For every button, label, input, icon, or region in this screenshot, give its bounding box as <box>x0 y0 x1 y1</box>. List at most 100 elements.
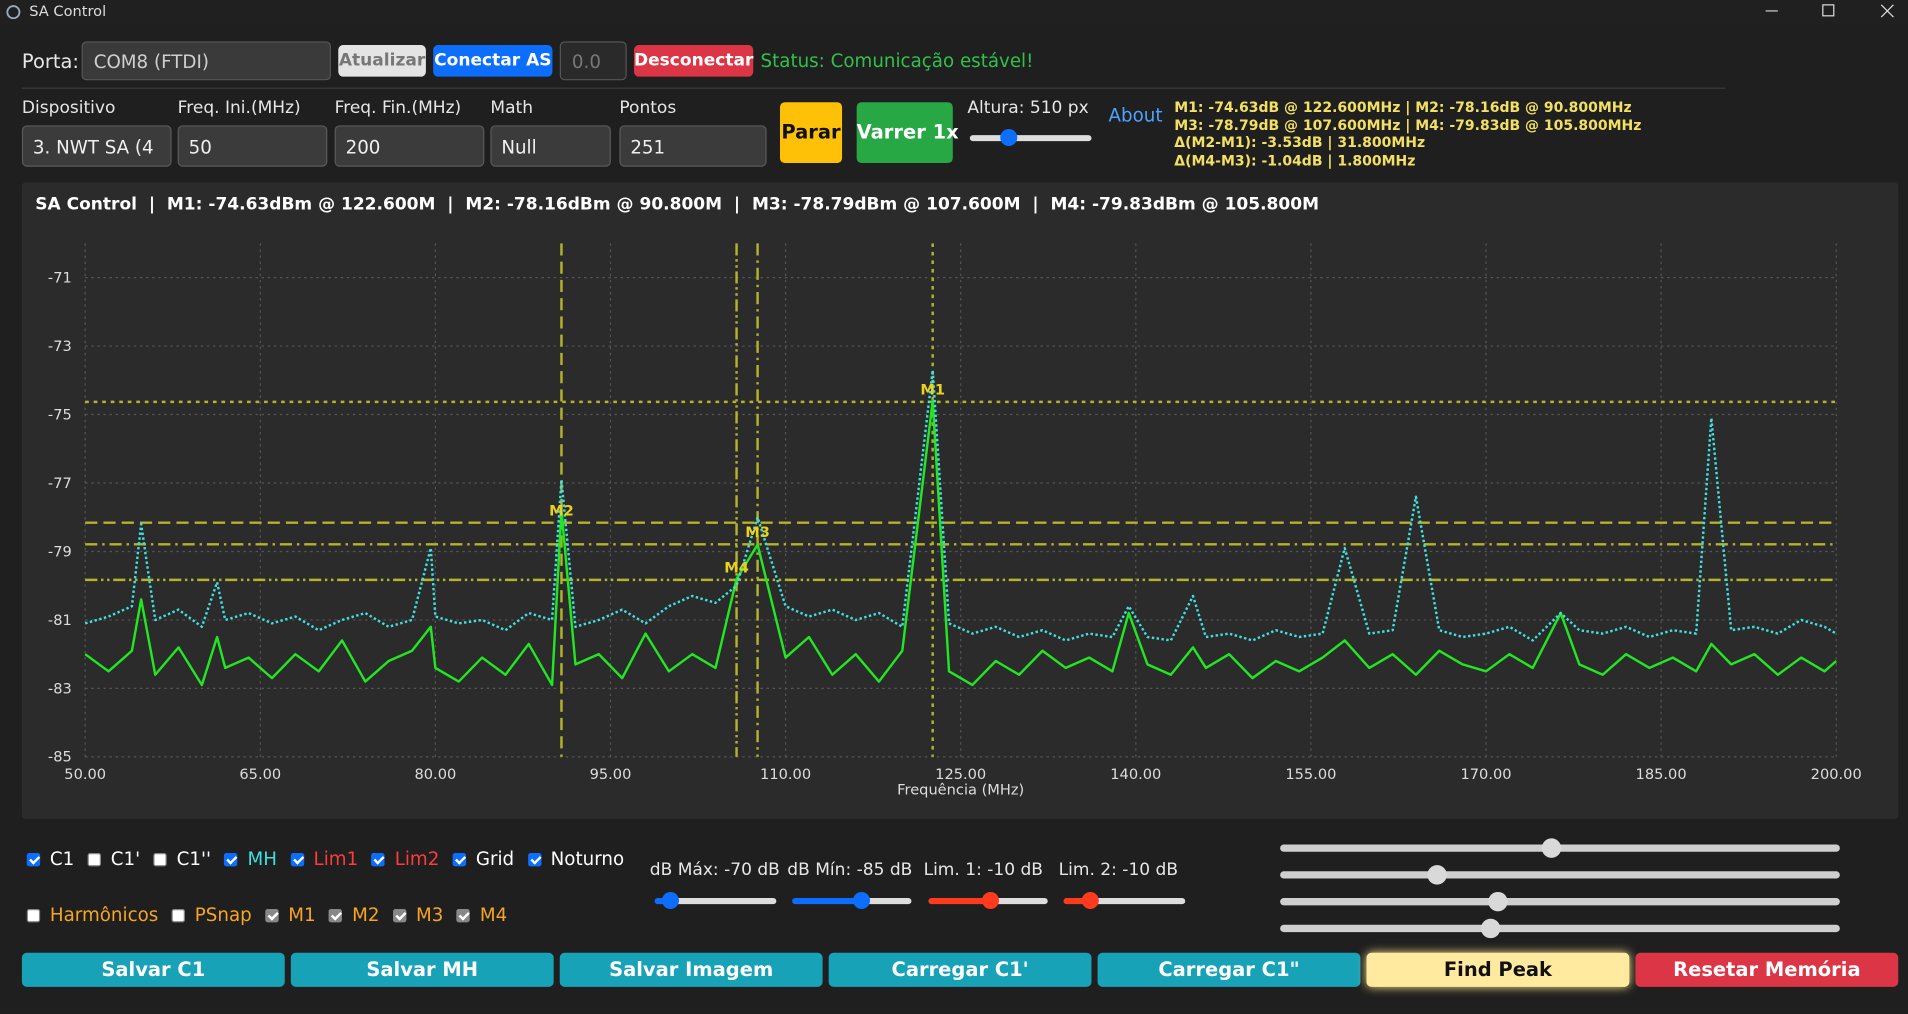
slider-knob[interactable] <box>853 892 870 909</box>
marker-label: M1 <box>920 382 945 399</box>
slider-knob[interactable] <box>982 892 999 909</box>
slider-knob[interactable] <box>662 892 679 909</box>
disconnect-button[interactable]: Desconectar <box>634 45 753 77</box>
y-tick-label: -79 <box>48 543 72 560</box>
action-button[interactable]: Find Peak <box>1367 953 1630 987</box>
stop-button[interactable]: Parar <box>780 102 842 163</box>
y-tick-label: -83 <box>48 680 72 697</box>
action-button[interactable]: Salvar C1 <box>22 953 285 987</box>
checkbox-label: Lim2 <box>395 848 440 870</box>
checkbox-box[interactable] <box>88 852 101 865</box>
x-tick-label: 155.00 <box>1285 766 1336 783</box>
port-select[interactable]: COM8 (FTDI) <box>82 41 331 80</box>
y-tick-label: -81 <box>48 612 72 629</box>
slider-knob[interactable] <box>1000 129 1017 146</box>
field-input[interactable]: 200 <box>335 125 485 166</box>
action-button[interactable]: Carregar C1" <box>1098 953 1361 987</box>
slider[interactable] <box>1280 898 1840 905</box>
checkbox[interactable]: Noturno <box>528 848 625 870</box>
slider[interactable] <box>792 898 911 904</box>
slider-knob[interactable] <box>1481 919 1500 938</box>
slider[interactable] <box>1064 898 1186 904</box>
checkbox[interactable]: C1'' <box>154 848 212 870</box>
action-button[interactable]: Resetar Memória <box>1635 953 1898 987</box>
checkbox-label: Noturno <box>551 848 624 870</box>
slider[interactable] <box>655 898 777 904</box>
checkbox-box[interactable] <box>457 908 470 921</box>
slider-knob[interactable] <box>1082 892 1099 909</box>
sweep-button[interactable]: Varrer 1x <box>857 102 953 163</box>
window-controls[interactable] <box>1752 0 1908 24</box>
checkbox[interactable]: C1 <box>27 848 74 870</box>
slider-label: Lim. 2: -10 dB <box>1059 860 1178 879</box>
marker-info-line: M1: -74.63dB @ 122.600MHz | M2: -78.16dB… <box>1174 99 1641 117</box>
offset-value: 0.0 <box>572 51 601 73</box>
checkbox[interactable]: Lim2 <box>372 848 440 870</box>
field-label: Freq. Fin.(MHz) <box>335 99 462 118</box>
slider[interactable] <box>928 898 1047 904</box>
checkbox-box[interactable] <box>393 908 406 921</box>
checkbox[interactable]: MH <box>224 848 277 870</box>
x-tick-label: 50.00 <box>64 766 106 783</box>
marker-info: M1: -74.63dB @ 122.600MHz | M2: -78.16dB… <box>1174 99 1641 171</box>
slider[interactable] <box>1280 925 1840 932</box>
checkbox-box[interactable] <box>329 908 342 921</box>
port-value: COM8 (FTDI) <box>94 51 209 73</box>
marker-info-line: Δ(M4-M3): -1.04dB | 1.800MHz <box>1174 152 1641 170</box>
action-button[interactable]: Carregar C1' <box>829 953 1092 987</box>
height-slider[interactable] <box>970 135 1092 141</box>
slider[interactable] <box>1280 871 1840 878</box>
slider-knob[interactable] <box>1542 838 1561 857</box>
option-row: Harmônicos PSnap M1 M2 M3 M4 <box>27 904 521 926</box>
field-label: Dispositivo <box>22 99 116 118</box>
checkbox-label: MH <box>248 848 277 870</box>
checkbox[interactable]: Lim1 <box>290 848 358 870</box>
about-link[interactable]: About <box>1109 105 1163 127</box>
checkbox-box[interactable] <box>265 908 278 921</box>
checkbox-box[interactable] <box>154 852 167 865</box>
action-button[interactable]: Salvar Imagem <box>560 953 823 987</box>
checkbox-label: M4 <box>480 904 507 926</box>
checkbox-box[interactable] <box>290 852 303 865</box>
field-input[interactable]: 50 <box>178 125 328 166</box>
slider[interactable] <box>1280 844 1840 851</box>
field-input[interactable]: Null <box>490 125 610 166</box>
checkbox[interactable]: PSnap <box>172 904 252 926</box>
marker-info-line: Δ(M2-M1): -3.53dB | 31.800MHz <box>1174 134 1641 152</box>
slider-knob[interactable] <box>1427 865 1446 884</box>
checkbox-box[interactable] <box>453 852 466 865</box>
checkbox[interactable]: M1 <box>265 904 315 926</box>
checkbox-box[interactable] <box>528 852 541 865</box>
x-tick-label: 65.00 <box>239 766 281 783</box>
checkbox-box[interactable] <box>27 852 40 865</box>
field-label: Math <box>490 99 533 118</box>
checkbox[interactable]: Grid <box>453 848 514 870</box>
connect-button[interactable]: Conectar AS <box>433 45 552 77</box>
field-input[interactable]: 251 <box>619 125 766 166</box>
y-tick-label: -75 <box>48 406 72 423</box>
checkbox-box[interactable] <box>27 908 40 921</box>
marker-label: M4 <box>724 560 749 577</box>
x-tick-label: 125.00 <box>935 766 986 783</box>
checkbox[interactable]: M2 <box>329 904 379 926</box>
checkbox-label: Grid <box>476 848 514 870</box>
offset-select[interactable]: 0.0 <box>560 41 627 80</box>
slider-label: dB Máx: -70 dB <box>650 860 780 879</box>
checkbox-box[interactable] <box>224 852 237 865</box>
checkbox[interactable]: M3 <box>393 904 443 926</box>
checkbox-box[interactable] <box>372 852 385 865</box>
action-button[interactable]: Salvar MH <box>291 953 554 987</box>
y-tick-label: -73 <box>48 338 72 355</box>
field-label: Pontos <box>619 99 676 118</box>
slider-knob[interactable] <box>1488 892 1507 911</box>
checkbox[interactable]: Harmônicos <box>27 904 159 926</box>
checkbox-box[interactable] <box>172 908 185 921</box>
field-input[interactable]: 3. NWT SA (4 <box>22 125 172 166</box>
x-tick-label: 140.00 <box>1110 766 1161 783</box>
checkbox[interactable]: C1' <box>88 848 140 870</box>
checkbox[interactable]: M4 <box>457 904 507 926</box>
refresh-button[interactable]: Atualizar <box>338 45 426 77</box>
checkbox-label: M3 <box>416 904 443 926</box>
x-tick-label: 80.00 <box>414 766 456 783</box>
app-icon <box>5 4 22 21</box>
